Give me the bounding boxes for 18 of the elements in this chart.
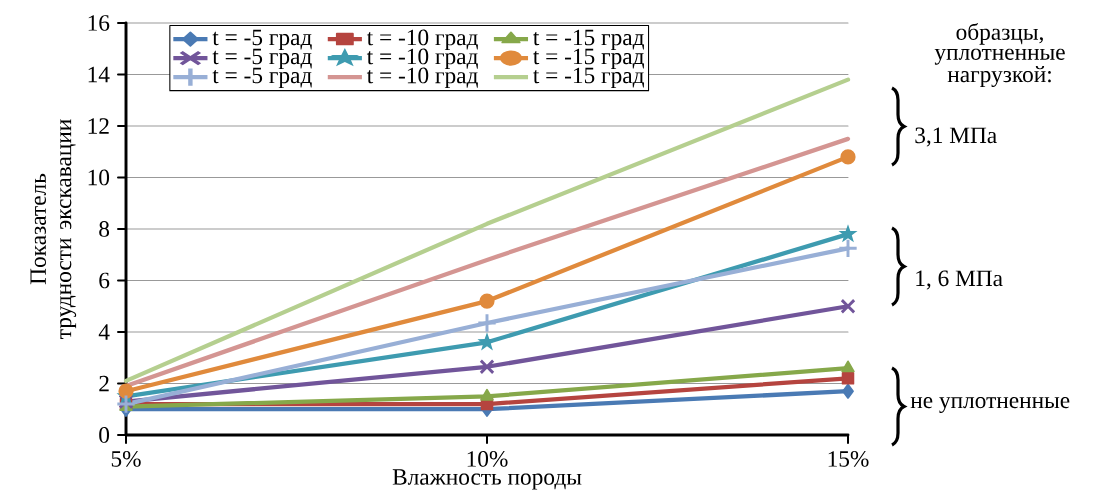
text: образцы, уплотненные нагрузкой: <box>934 22 1065 88</box>
text: 1, 6 МПа <box>916 270 1003 290</box>
y-tick-label: 14 <box>88 66 110 83</box>
y-axis-title: Показатель трудности экскавации <box>30 119 77 339</box>
y-tick-label: 4 <box>98 324 110 340</box>
y-tick-label: 2 <box>99 375 109 392</box>
y-tick-label: 12 <box>88 118 109 134</box>
x-tick-label: 15% <box>828 451 869 467</box>
y-tick-label: 16 <box>88 15 110 31</box>
text: не уплотненные <box>910 396 1070 414</box>
y-tick-label: 0 <box>99 427 110 443</box>
text: 3,1 МПа <box>915 127 997 147</box>
x-axis-title: Влажность породы <box>392 469 582 490</box>
x-tick-label: 5% <box>111 451 141 467</box>
y-tick-label: 6 <box>99 272 110 289</box>
x-tick-label: 10% <box>467 451 508 467</box>
y-tick-label: 10 <box>88 169 110 186</box>
y-tick-label: 8 <box>99 221 110 237</box>
